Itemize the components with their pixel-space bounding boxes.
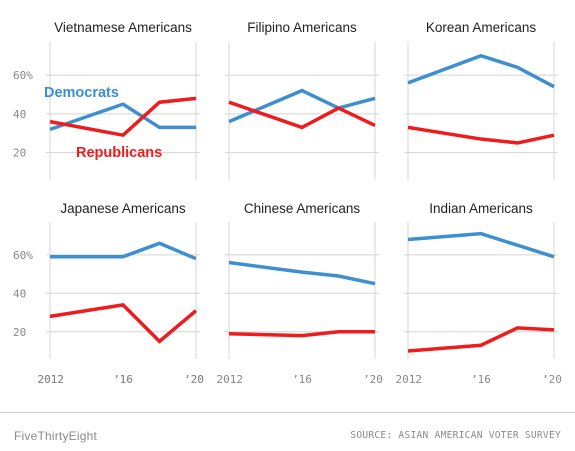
- panel-title: Japanese Americans: [60, 201, 186, 216]
- panel-title: Indian Americans: [429, 201, 533, 216]
- x-tick-label: ’16: [292, 373, 312, 386]
- democrats-annotation: Democrats: [44, 85, 119, 101]
- y-tick-label: 60%: [13, 69, 33, 82]
- panel-2: Filipino Americans: [225, 20, 379, 180]
- panel-title: Chinese Americans: [244, 201, 361, 216]
- y-tick-label: 20: [13, 326, 26, 339]
- republicans-line: [49, 302, 198, 344]
- republicans-line: [228, 330, 375, 338]
- x-tick-label: ’16: [471, 373, 491, 386]
- y-tick-label: 60%: [13, 249, 33, 262]
- republicans-line: [49, 96, 197, 138]
- panel-4: Japanese Americans 60% 40 20 2012 ’16 ’20: [13, 201, 204, 386]
- footer: FiveThirtyEight SOURCE: ASIAN AMERICAN V…: [0, 412, 575, 443]
- x-tick-label: ’20: [542, 373, 562, 386]
- panel-title: Korean Americans: [426, 20, 537, 35]
- x-tick-label: ’20: [184, 373, 204, 386]
- panel-3: Korean Americans: [404, 20, 558, 180]
- democrats-line: [49, 102, 196, 132]
- y-tick-label: 20: [13, 147, 26, 160]
- source-note: SOURCE: ASIAN AMERICAN VOTER SURVEY: [350, 430, 561, 441]
- x-tick-label: ’20: [363, 373, 383, 386]
- democrats-line: [228, 88, 376, 124]
- x-tick-label: ’20: [184, 373, 204, 386]
- x-tick-label: ’16: [113, 373, 133, 386]
- panel-6: Indian Americans 2012 ’16 ’20: [396, 201, 562, 386]
- republicans-line: [407, 125, 555, 145]
- republicans-line: [228, 100, 376, 130]
- democrats-line: [407, 53, 555, 89]
- x-tick-label: 2012: [38, 373, 65, 386]
- small-multiples-chart: Vietnamese Americans 60% 40 20 2012 ’16 ’20 Dem…: [13, 20, 562, 386]
- democrats-line: [407, 231, 555, 259]
- republicans-line: [407, 326, 555, 353]
- republicans-annotation: Republicans: [76, 145, 162, 161]
- panel-5: Chinese Americans 2012 ’16 ’20: [217, 201, 383, 386]
- y-tick-label: 40: [13, 287, 26, 300]
- x-tick-label: ’16: [113, 373, 133, 386]
- y-tick-label: 40: [13, 108, 26, 121]
- democrats-line: [50, 241, 197, 261]
- brand-label: FiveThirtyEight: [14, 429, 98, 443]
- panel-title: Filipino Americans: [247, 20, 357, 35]
- panel-title: Vietnamese Americans: [54, 20, 192, 35]
- panel-1: Vietnamese Americans 60% 40 20 2012 ’16 ’20 Dem…: [13, 20, 204, 386]
- x-tick-label: 2012: [38, 373, 65, 386]
- x-tick-label: 2012: [396, 373, 423, 386]
- democrats-line: [228, 260, 376, 286]
- x-tick-label: 2012: [217, 373, 244, 386]
